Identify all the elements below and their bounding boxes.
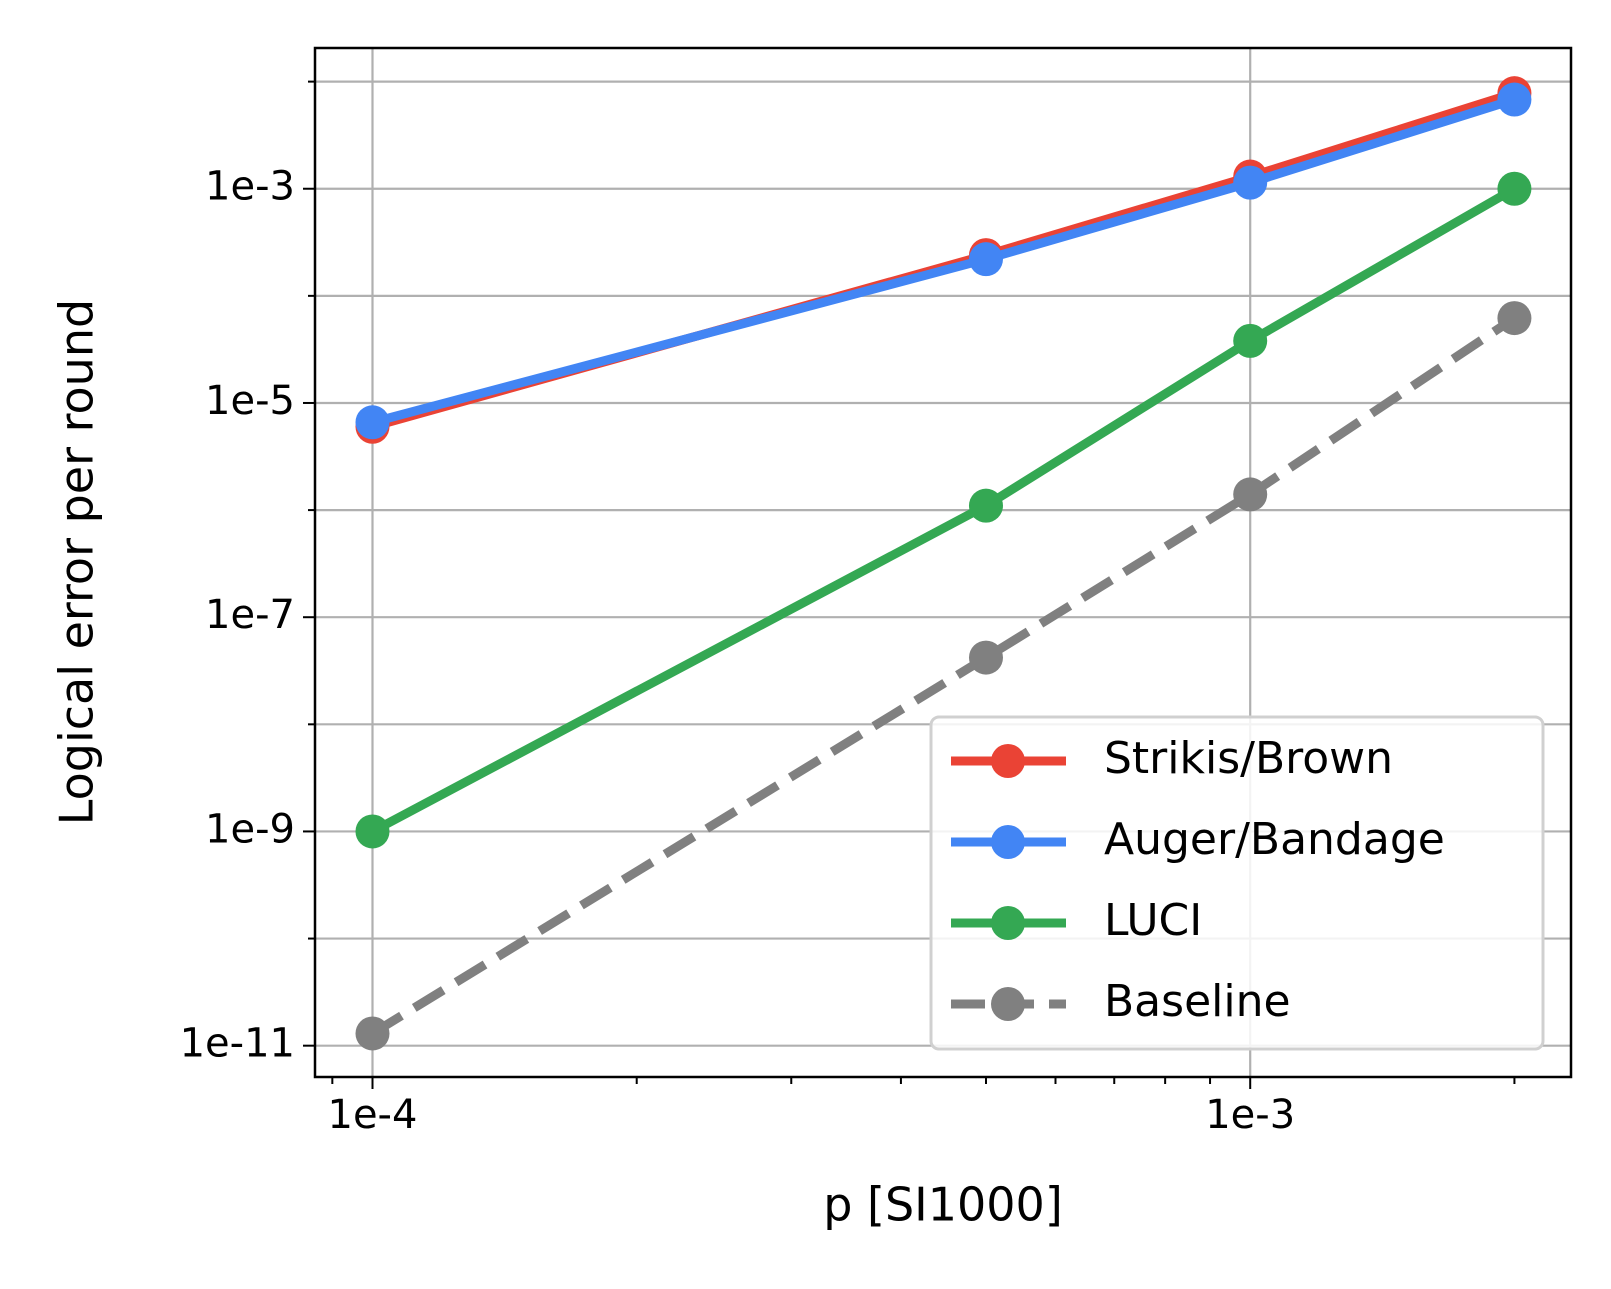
legend-label: Auger/Bandage bbox=[1104, 814, 1445, 865]
series-line bbox=[371, 95, 1516, 427]
data-point bbox=[1497, 82, 1532, 117]
series-line bbox=[370, 184, 1517, 836]
legend-marker bbox=[991, 906, 1025, 940]
legend-box bbox=[929, 715, 1545, 1051]
y-tick-label: 1e-5 bbox=[205, 378, 295, 424]
data-point bbox=[1497, 301, 1532, 336]
series bbox=[355, 82, 1532, 440]
y-tick-label: 1e-7 bbox=[205, 592, 295, 638]
series bbox=[355, 301, 1532, 1051]
legend-label: Baseline bbox=[1104, 976, 1291, 1027]
y-tick-label: 1e-3 bbox=[205, 164, 295, 210]
plot-frame bbox=[313, 46, 1573, 1079]
data-point bbox=[1233, 165, 1268, 200]
data-point bbox=[1497, 171, 1532, 206]
legend-marker bbox=[991, 987, 1025, 1021]
x-tick-label: 1e-3 bbox=[1205, 1092, 1295, 1138]
data-point bbox=[355, 1016, 390, 1051]
legend-label: Strikis/Brown bbox=[1104, 733, 1393, 784]
series bbox=[355, 171, 1532, 849]
legend: Strikis/Brown Auger/Bandage LUCI Baseline bbox=[929, 715, 1545, 1051]
legend-marker bbox=[991, 744, 1025, 778]
data-point bbox=[1233, 323, 1268, 358]
legend-marker bbox=[991, 825, 1025, 859]
data-point bbox=[355, 405, 390, 440]
data-point bbox=[968, 242, 1003, 277]
legend-label: LUCI bbox=[1104, 895, 1202, 946]
y-tick-label: 1e-9 bbox=[205, 806, 295, 852]
x-tick-label: 1e-4 bbox=[328, 1092, 418, 1138]
y-tick-label: 1e-11 bbox=[180, 1021, 295, 1067]
data-point bbox=[1233, 477, 1268, 512]
y-axis-label: Logical error per round bbox=[50, 299, 104, 825]
x-axis-label: p [SI1000] bbox=[823, 1178, 1063, 1232]
series-line bbox=[370, 314, 1517, 1038]
data-point bbox=[355, 814, 390, 849]
data-point bbox=[968, 488, 1003, 523]
data-point bbox=[968, 640, 1003, 675]
